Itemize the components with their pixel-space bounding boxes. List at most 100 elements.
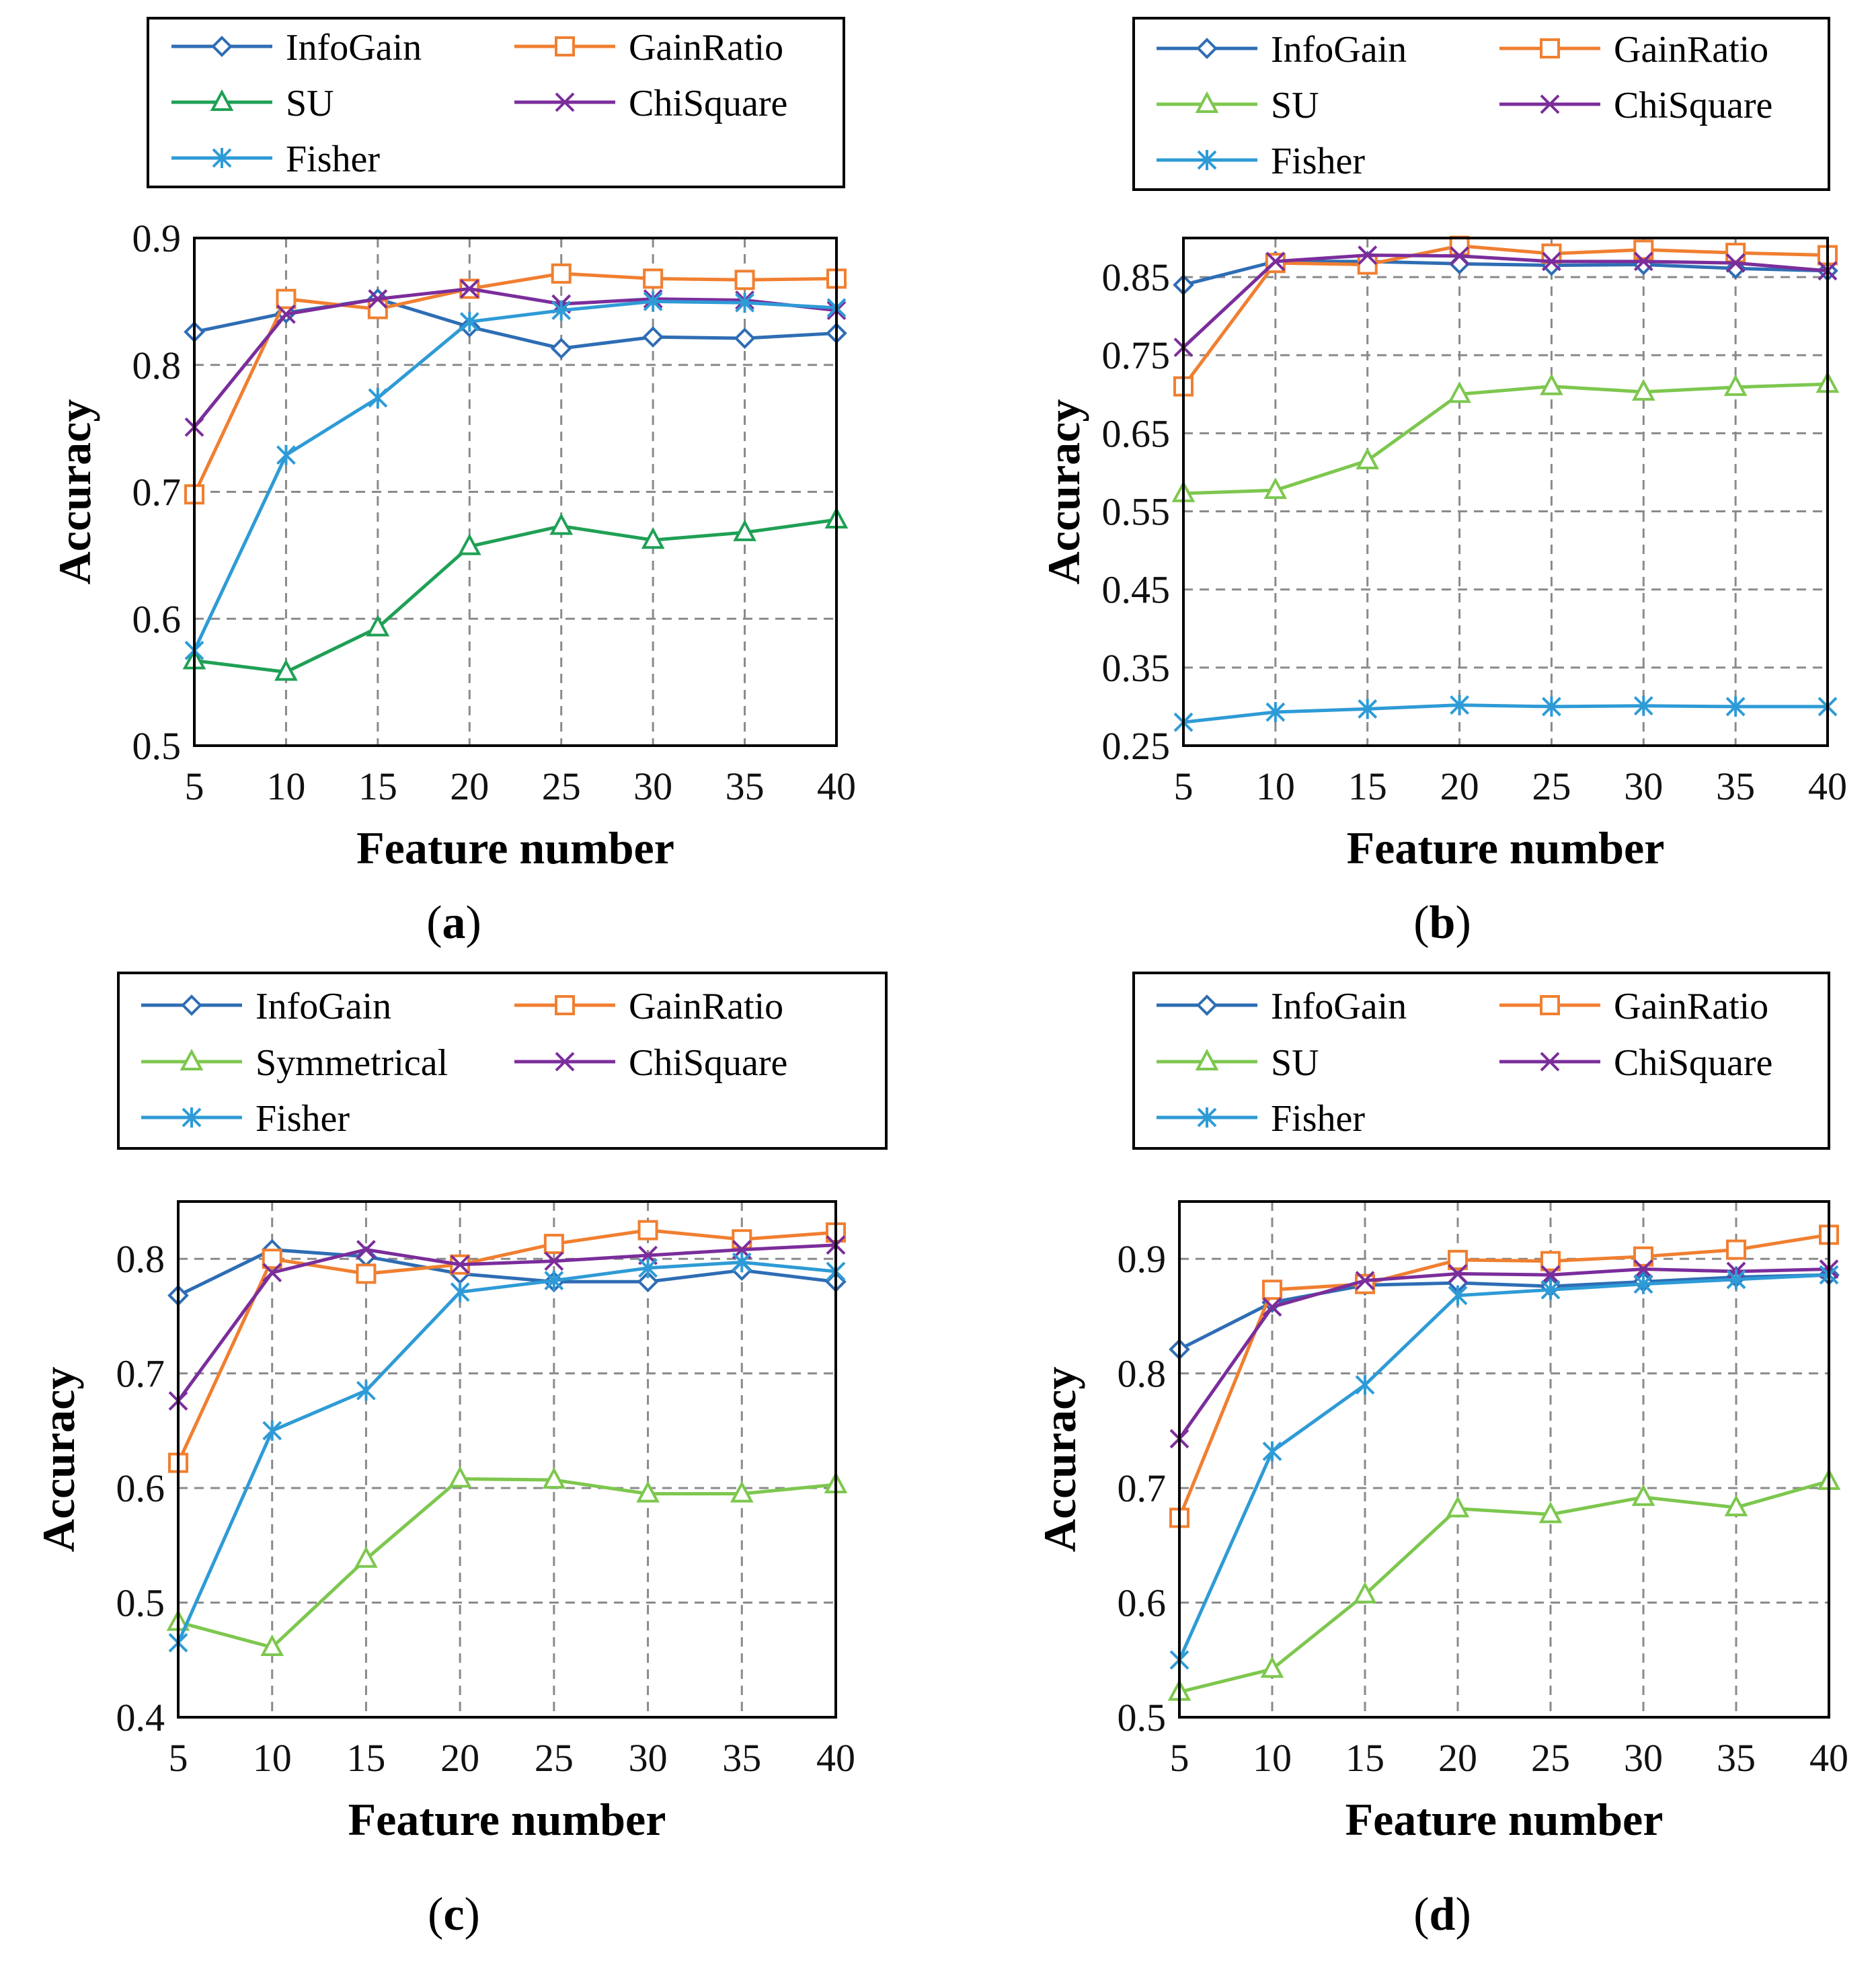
legend-entry: GainRatio bbox=[1499, 29, 1768, 71]
x-tick-label: 25 bbox=[1532, 764, 1571, 808]
data-point bbox=[448, 1466, 472, 1488]
data-point bbox=[1631, 1484, 1655, 1506]
data-point bbox=[1725, 696, 1746, 717]
data-point bbox=[734, 327, 756, 349]
y-tick-label: 0.8 bbox=[1118, 1352, 1167, 1396]
legend-box bbox=[117, 972, 888, 1150]
y-axis-label: Accuracy bbox=[49, 399, 100, 585]
data-point bbox=[276, 304, 296, 324]
x-axis-label: Feature number bbox=[1345, 1794, 1664, 1845]
legend-marker bbox=[555, 36, 575, 56]
legend-marker bbox=[1197, 1107, 1217, 1128]
series-fisher bbox=[1169, 1265, 1839, 1670]
legend-marker bbox=[1196, 38, 1218, 59]
panel-caption: (b) bbox=[1413, 897, 1471, 949]
legend-entry: GainRatio bbox=[1499, 986, 1768, 1027]
x-tick-label: 5 bbox=[169, 1736, 188, 1780]
data-point bbox=[262, 1249, 282, 1269]
data-point bbox=[1538, 1501, 1563, 1524]
chart-panel-d: 0.5 0.6 0.7 0.8 0.9 5 10 15 20 25 30 35 40 Feature nu… bbox=[1034, 972, 1848, 1940]
x-tick-label: 30 bbox=[633, 764, 672, 808]
x-tick-label: 40 bbox=[816, 1736, 855, 1780]
legend-marker bbox=[555, 1052, 575, 1072]
y-tick-label: 0.4 bbox=[116, 1696, 165, 1739]
x-tick-label: 5 bbox=[1174, 764, 1194, 808]
legend-label: GainRatio bbox=[1614, 29, 1768, 71]
legend-entry: InfoGain bbox=[1157, 29, 1407, 71]
data-point bbox=[368, 387, 388, 408]
data-point bbox=[1542, 251, 1561, 272]
data-point bbox=[642, 326, 664, 348]
data-point bbox=[260, 1634, 284, 1657]
y-tick-label: 0.5 bbox=[1118, 1696, 1167, 1739]
legend-marker bbox=[210, 89, 234, 111]
y-tick-label: 0.5 bbox=[132, 724, 182, 768]
data-point bbox=[544, 1251, 564, 1271]
series-chisquare bbox=[1169, 1259, 1839, 1449]
data-point bbox=[1633, 695, 1653, 716]
data-point bbox=[641, 527, 665, 549]
x-tick-label: 15 bbox=[358, 764, 397, 808]
legend-label: InfoGain bbox=[256, 986, 391, 1027]
legend-label: SU bbox=[286, 83, 334, 124]
data-point bbox=[1726, 1269, 1746, 1290]
legend-marker bbox=[1540, 1052, 1560, 1072]
series-line bbox=[176, 1260, 836, 1644]
series-line bbox=[1177, 1273, 1830, 1661]
plot-border bbox=[1178, 1200, 1830, 1719]
data-point bbox=[1262, 1297, 1282, 1317]
data-point bbox=[734, 270, 755, 290]
data-point bbox=[1631, 379, 1655, 401]
legend-marker bbox=[181, 994, 202, 1016]
legend-marker bbox=[1540, 94, 1560, 114]
data-point bbox=[1356, 447, 1380, 470]
legend-label: InfoGain bbox=[1271, 29, 1407, 71]
data-point bbox=[1726, 1239, 1746, 1260]
x-tick-label: 40 bbox=[817, 764, 856, 808]
legend-label: SU bbox=[1271, 1042, 1319, 1084]
legend-label: Fisher bbox=[1271, 1098, 1365, 1140]
x-tick-label: 15 bbox=[1348, 764, 1387, 808]
panel-caption: (d) bbox=[1413, 1889, 1471, 1940]
legend-label: GainRatio bbox=[629, 27, 783, 69]
x-tick-label: 30 bbox=[1624, 764, 1663, 808]
data-point bbox=[730, 1481, 754, 1503]
legend-label: Fisher bbox=[286, 139, 380, 180]
x-tick-label: 25 bbox=[1531, 1736, 1570, 1780]
series-su bbox=[1167, 1468, 1841, 1701]
x-tick-label: 30 bbox=[1624, 1736, 1663, 1780]
series-line bbox=[1183, 703, 1828, 724]
legend-marker bbox=[211, 36, 233, 57]
data-point bbox=[276, 288, 297, 309]
data-point bbox=[1353, 1581, 1377, 1604]
data-point bbox=[1263, 477, 1288, 500]
legend-entry: SU bbox=[1157, 85, 1319, 126]
data-point bbox=[1448, 1285, 1468, 1306]
chart-panel-b: 0.25 0.35 0.45 0.55 0.65 0.75 0.85 5 10 15 20 25 30 3… bbox=[1038, 17, 1847, 949]
y-tick-label: 0.45 bbox=[1102, 568, 1171, 612]
x-tick-label: 10 bbox=[1253, 1736, 1292, 1780]
legend-marker bbox=[212, 148, 232, 168]
x-tick-label: 15 bbox=[346, 1736, 385, 1780]
y-axis-label: Accuracy bbox=[1034, 1367, 1085, 1552]
data-point bbox=[735, 292, 754, 313]
data-point bbox=[368, 289, 388, 309]
legend-marker bbox=[1195, 1048, 1219, 1070]
series-line bbox=[192, 272, 837, 496]
x-tick-label: 25 bbox=[535, 1736, 574, 1780]
series-su bbox=[182, 506, 849, 681]
x-tick-label: 35 bbox=[1717, 1736, 1756, 1780]
y-tick-label: 0.5 bbox=[116, 1581, 165, 1625]
data-point bbox=[1540, 1265, 1561, 1285]
data-point bbox=[1542, 696, 1561, 717]
data-point bbox=[356, 1380, 376, 1401]
data-point bbox=[1725, 253, 1746, 273]
legend-label: ChiSquare bbox=[1614, 1042, 1772, 1084]
y-tick-label: 0.6 bbox=[132, 597, 182, 641]
legend-label: Fisher bbox=[256, 1098, 350, 1140]
series-line bbox=[1181, 244, 1828, 388]
data-point bbox=[354, 1546, 378, 1568]
data-point bbox=[1265, 251, 1286, 272]
y-tick-label: 0.55 bbox=[1102, 490, 1171, 534]
